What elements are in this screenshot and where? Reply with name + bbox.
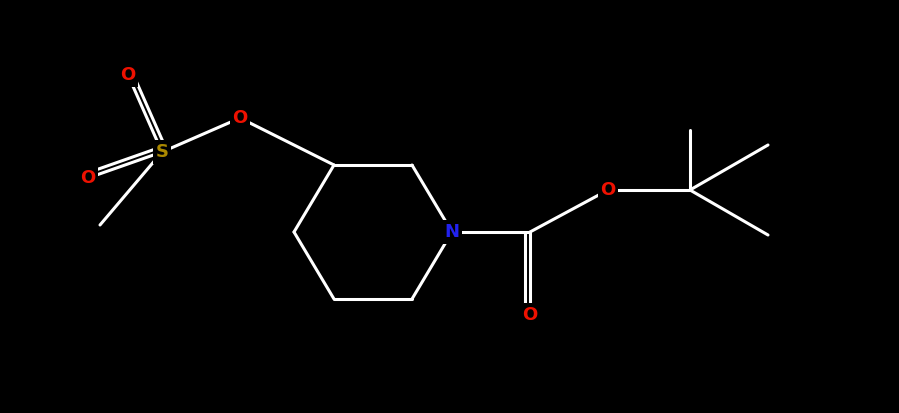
Text: O: O	[232, 109, 247, 127]
Text: N: N	[444, 223, 459, 241]
Text: O: O	[601, 181, 616, 199]
Text: O: O	[120, 66, 136, 84]
Text: S: S	[156, 143, 168, 161]
Text: O: O	[522, 306, 538, 324]
Text: O: O	[80, 169, 95, 187]
